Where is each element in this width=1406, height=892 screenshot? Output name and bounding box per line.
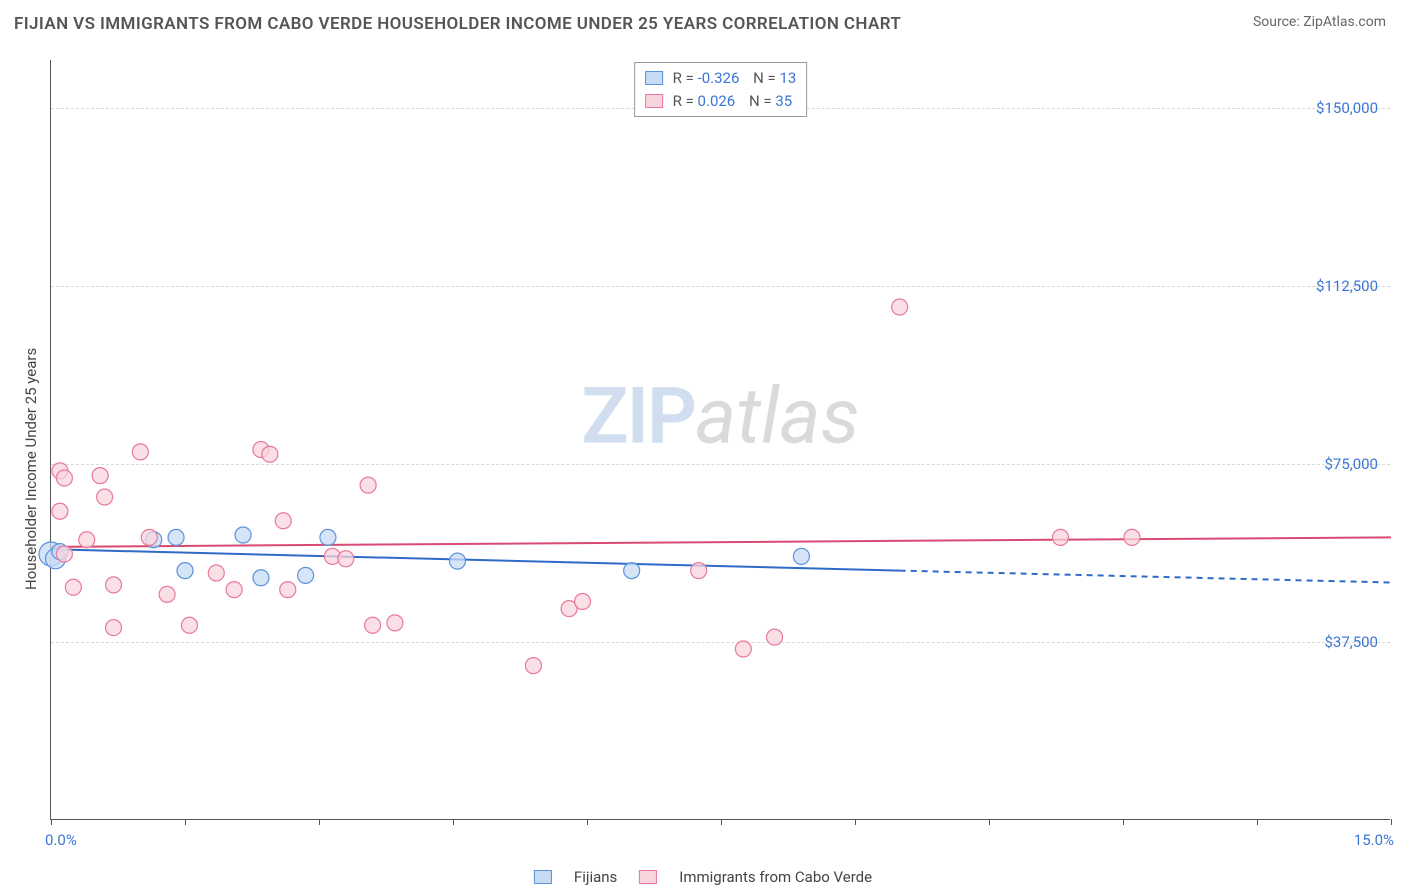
point-cabo-verde [365,617,381,633]
point-cabo-verde [141,529,157,545]
point-cabo-verde [1124,529,1140,545]
point-cabo-verde [1052,529,1068,545]
correlation-legend: R = -0.326 N = 13 R = 0.026 N = 35 [634,62,808,117]
point-cabo-verde [735,641,751,657]
point-cabo-verde [65,579,81,595]
x-tick [319,819,320,825]
point-cabo-verde [262,446,278,462]
point-cabo-verde [226,582,242,598]
point-cabo-verde [132,444,148,460]
point-cabo-verde [387,615,403,631]
point-cabo-verde [208,565,224,581]
point-cabo-verde [79,532,95,548]
point-cabo-verde [92,468,108,484]
point-cabo-verde [691,563,707,579]
point-cabo-verde [525,658,541,674]
x-tick [51,819,52,825]
chart-title: FIJIAN VS IMMIGRANTS FROM CABO VERDE HOU… [14,14,901,34]
plot-area: $37,500$75,000$112,500$150,000 0.0% 15.0… [50,60,1390,820]
x-max-label: 15.0% [1354,831,1394,849]
point-cabo-verde [106,620,122,636]
swatch-icon [639,870,657,884]
x-tick [1257,819,1258,825]
point-cabo-verde [767,629,783,645]
scatter-svg [51,60,1390,819]
point-fijians [177,563,193,579]
x-tick [587,819,588,825]
point-cabo-verde [360,477,376,493]
point-cabo-verde [280,582,296,598]
point-fijians [168,529,184,545]
point-fijians [235,527,251,543]
trend-line-extrapolated [900,571,1391,583]
point-cabo-verde [159,586,175,602]
x-tick [855,819,856,825]
x-tick [453,819,454,825]
point-cabo-verde [181,617,197,633]
source-label: Source: ZipAtlas.com [1253,14,1386,30]
point-fijians [320,529,336,545]
point-cabo-verde [56,546,72,562]
x-min-label: 0.0% [45,831,77,849]
x-tick [1391,819,1392,825]
legend-row-cabo-verde: R = 0.026 N = 35 [645,90,797,113]
n-value-cabo-verde: 35 [775,92,792,110]
point-cabo-verde [275,513,291,529]
legend-row-fijians: R = -0.326 N = 13 [645,67,797,90]
trend-line [51,537,1391,547]
x-tick [989,819,990,825]
legend-label-fijians: Fijians [574,868,617,886]
point-fijians [793,548,809,564]
y-axis-label: Householder Income Under 25 years [22,348,40,590]
bottom-legend: Fijians Immigrants from Cabo Verde [534,868,872,886]
point-cabo-verde [575,594,591,610]
point-cabo-verde [338,551,354,567]
point-cabo-verde [56,470,72,486]
point-cabo-verde [52,503,68,519]
point-cabo-verde [106,577,122,593]
point-fijians [298,567,314,583]
r-value-cabo-verde: 0.026 [698,92,736,110]
point-cabo-verde [892,299,908,315]
swatch-icon [645,71,663,85]
point-cabo-verde [97,489,113,505]
x-tick [185,819,186,825]
x-tick [1123,819,1124,825]
point-fijians [449,553,465,569]
point-fijians [624,563,640,579]
swatch-icon [534,870,552,884]
r-value-fijians: -0.326 [698,69,740,87]
legend-label-cabo-verde: Immigrants from Cabo Verde [679,868,872,886]
n-value-fijians: 13 [779,69,796,87]
swatch-icon [645,94,663,108]
x-tick [721,819,722,825]
point-fijians [253,570,269,586]
